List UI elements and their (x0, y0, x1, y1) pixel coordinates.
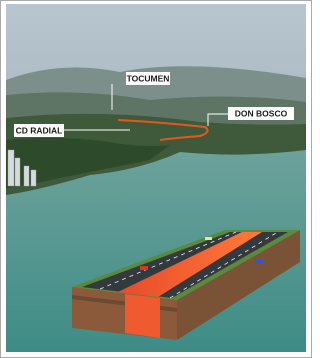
place-label: TOCUMEN (127, 73, 170, 83)
place-label: DON BOSCO (235, 108, 288, 118)
page: TOCUMEN DON BOSCO CD RADIAL (() => { con… (0, 0, 312, 358)
place-label: CD RADIAL (16, 125, 63, 135)
aerial-image: TOCUMEN DON BOSCO CD RADIAL (0, 0, 312, 358)
